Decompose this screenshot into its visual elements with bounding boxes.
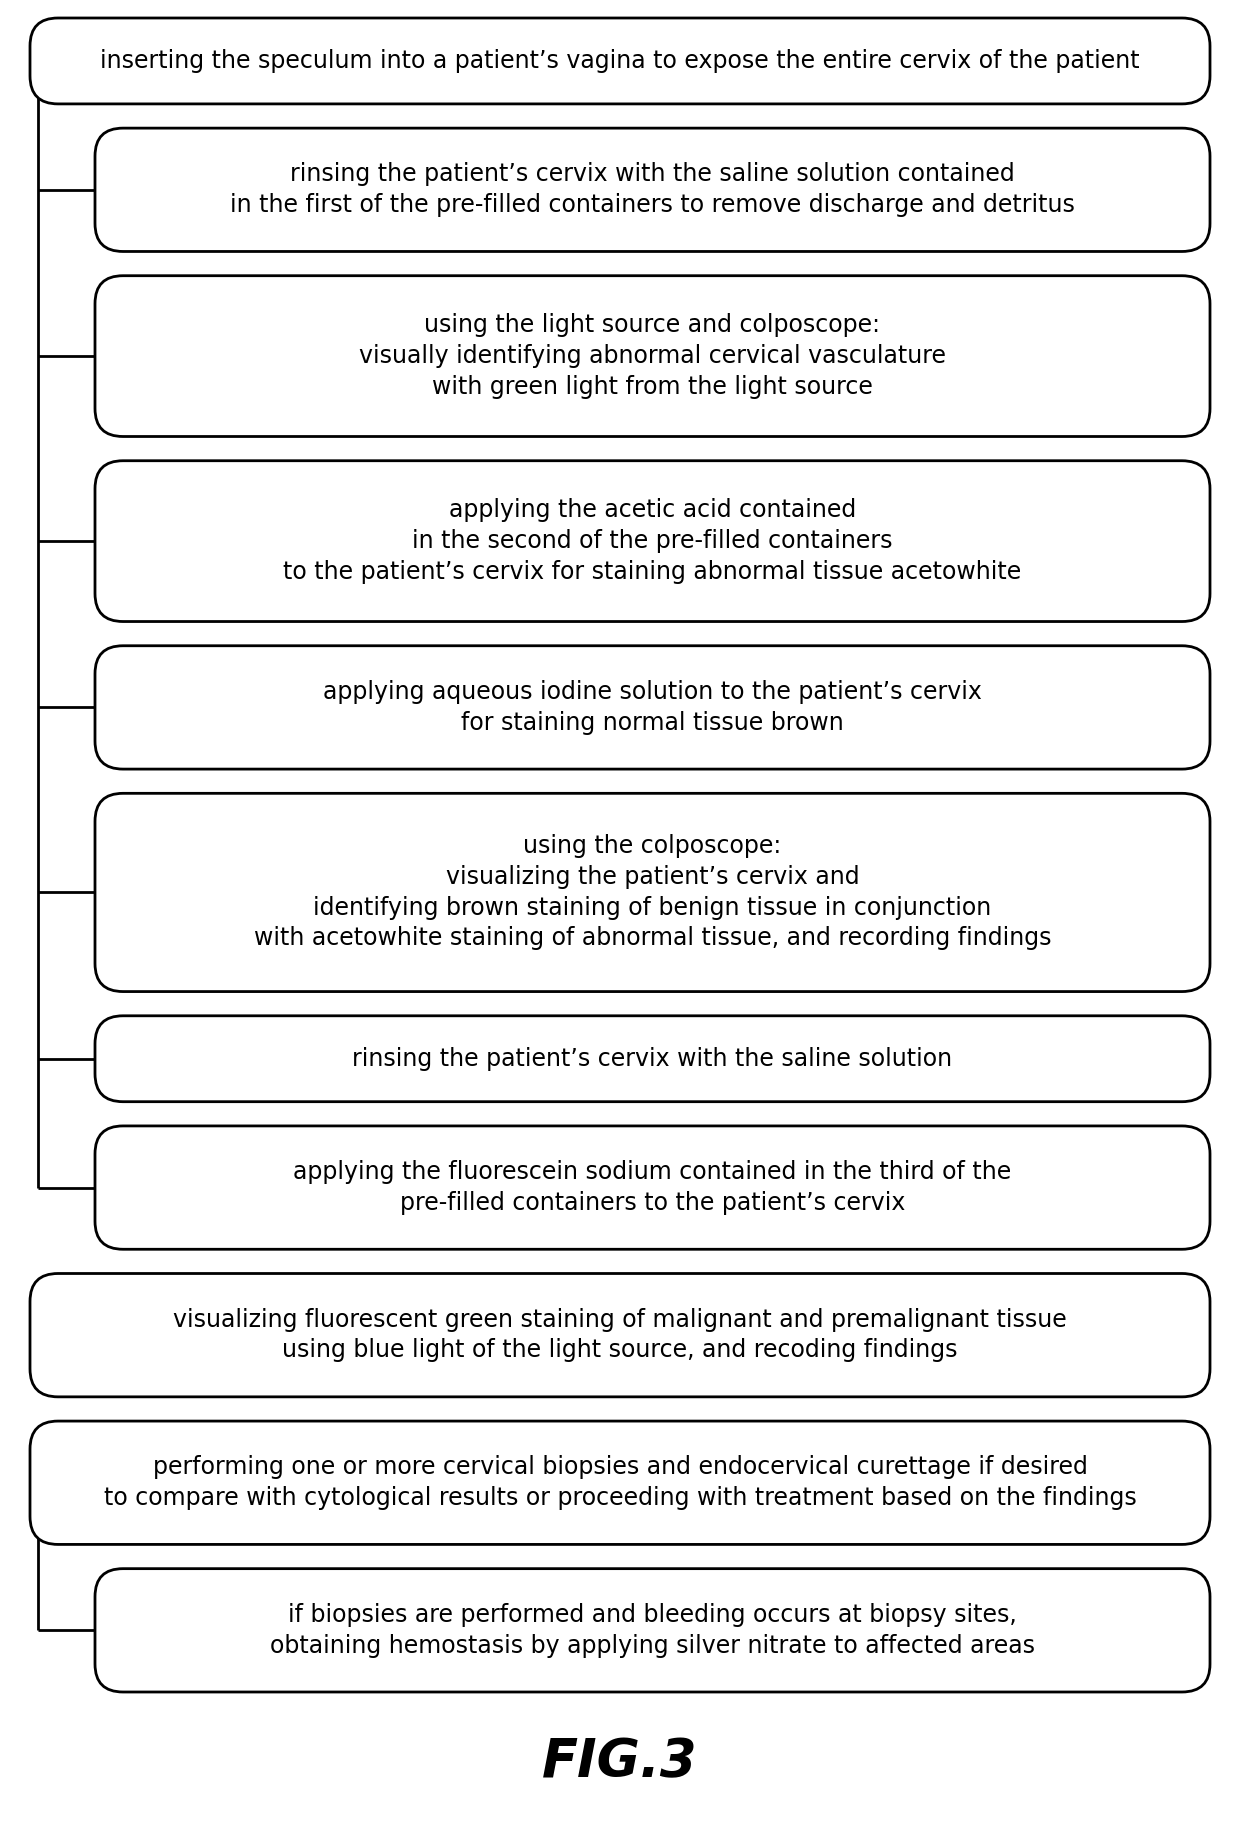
Text: if biopsies are performed and bleeding occurs at biopsy sites,
obtaining hemosta: if biopsies are performed and bleeding o…	[270, 1603, 1035, 1658]
FancyBboxPatch shape	[95, 1569, 1210, 1693]
FancyBboxPatch shape	[95, 461, 1210, 621]
Text: performing one or more cervical biopsies and endocervical curettage if desired
t: performing one or more cervical biopsies…	[104, 1456, 1136, 1510]
FancyBboxPatch shape	[95, 1126, 1210, 1250]
Text: visualizing fluorescent green staining of malignant and premalignant tissue
usin: visualizing fluorescent green staining o…	[174, 1308, 1066, 1363]
FancyBboxPatch shape	[30, 1274, 1210, 1397]
Text: rinsing the patient’s cervix with the saline solution contained
in the first of : rinsing the patient’s cervix with the sa…	[231, 162, 1075, 217]
Text: applying the acetic acid contained
in the second of the pre-filled containers
to: applying the acetic acid contained in th…	[284, 499, 1022, 583]
FancyBboxPatch shape	[95, 645, 1210, 769]
FancyBboxPatch shape	[95, 275, 1210, 437]
FancyBboxPatch shape	[95, 128, 1210, 251]
Text: using the light source and colposcope:
visually identifying abnormal cervical va: using the light source and colposcope: v…	[360, 313, 946, 399]
Text: applying aqueous iodine solution to the patient’s cervix
for staining normal tis: applying aqueous iodine solution to the …	[324, 680, 982, 734]
Text: FIG.3: FIG.3	[542, 1736, 698, 1787]
FancyBboxPatch shape	[30, 18, 1210, 104]
Text: inserting the speculum into a patient’s vagina to expose the entire cervix of th: inserting the speculum into a patient’s …	[100, 49, 1140, 73]
Text: using the colposcope:
visualizing the patient’s cervix and
identifying brown sta: using the colposcope: visualizing the pa…	[254, 834, 1052, 951]
FancyBboxPatch shape	[30, 1421, 1210, 1545]
FancyBboxPatch shape	[95, 1017, 1210, 1102]
FancyBboxPatch shape	[95, 793, 1210, 991]
Text: rinsing the patient’s cervix with the saline solution: rinsing the patient’s cervix with the sa…	[352, 1048, 952, 1071]
Text: applying the fluorescein sodium contained in the third of the
pre-filled contain: applying the fluorescein sodium containe…	[294, 1161, 1012, 1215]
